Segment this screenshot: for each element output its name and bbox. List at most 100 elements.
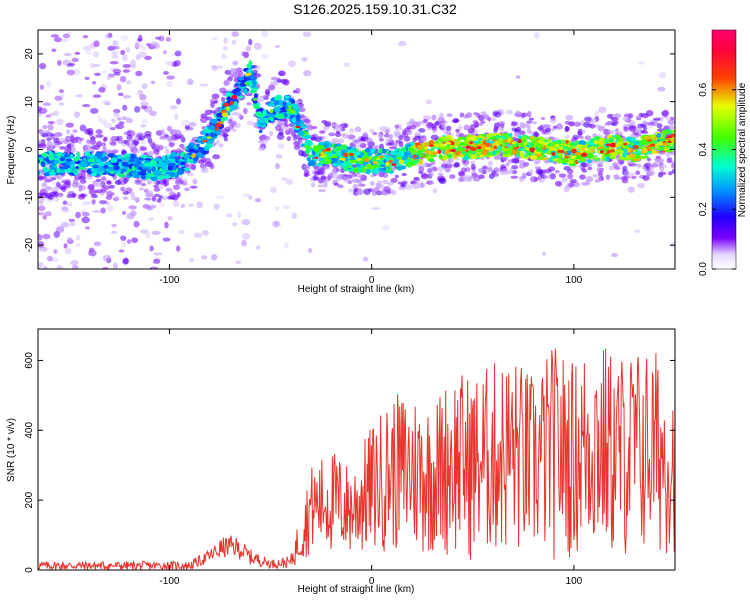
noise-blob bbox=[81, 211, 90, 217]
halo-blob bbox=[668, 171, 673, 176]
ridge-blob bbox=[252, 79, 257, 86]
halo-blob bbox=[614, 128, 620, 133]
noise-blob bbox=[140, 104, 148, 110]
ridge-blob bbox=[196, 137, 204, 141]
noise-blob bbox=[594, 110, 600, 118]
ridge-blob bbox=[639, 155, 647, 160]
ridge-blob bbox=[278, 99, 282, 106]
ridge-blob bbox=[535, 153, 543, 157]
halo-blob bbox=[550, 127, 556, 132]
ridge-blob bbox=[609, 152, 618, 156]
ridge-blob bbox=[508, 132, 513, 138]
halo-blob bbox=[384, 133, 390, 138]
halo-blob bbox=[268, 84, 276, 91]
snr-series-line bbox=[38, 348, 675, 570]
noise-blob bbox=[73, 111, 80, 118]
halo-blob bbox=[517, 160, 525, 164]
halo-blob bbox=[337, 184, 344, 189]
ridge-blob bbox=[42, 167, 49, 173]
noise-blob bbox=[131, 237, 139, 244]
bottom-y-tick-label: 0 bbox=[24, 567, 35, 573]
halo-blob bbox=[631, 175, 637, 180]
spectrogram-plot bbox=[38, 30, 675, 269]
halo-blob bbox=[531, 121, 538, 125]
ridge-blob bbox=[150, 177, 157, 181]
noise-blob bbox=[261, 30, 269, 38]
colorbar-tick-label: 0.0 bbox=[698, 262, 709, 276]
hot-spot bbox=[564, 151, 568, 155]
halo-blob bbox=[402, 180, 408, 185]
halo-blob bbox=[615, 176, 623, 180]
halo-blob bbox=[389, 146, 398, 150]
halo-blob bbox=[379, 143, 385, 150]
halo-blob bbox=[394, 124, 400, 129]
ridge-blob bbox=[464, 155, 468, 161]
ridge-blob bbox=[103, 164, 109, 169]
noise-blob bbox=[169, 105, 178, 110]
halo-blob bbox=[347, 134, 356, 140]
noise-blob bbox=[75, 94, 83, 98]
ridge-blob bbox=[168, 172, 176, 177]
noise-blob bbox=[57, 266, 64, 269]
halo-blob bbox=[161, 195, 168, 201]
noise-blob bbox=[150, 80, 156, 85]
ridge-blob bbox=[84, 151, 91, 157]
ridge-blob bbox=[536, 144, 544, 149]
bottom-x-tick-label: 0 bbox=[369, 576, 375, 587]
ridge-blob bbox=[406, 161, 413, 167]
ridge-blob bbox=[270, 116, 274, 122]
halo-blob bbox=[84, 128, 91, 135]
hot-spot bbox=[497, 138, 504, 144]
noise-blob bbox=[75, 242, 81, 247]
noise-blob bbox=[112, 40, 118, 47]
halo-blob bbox=[173, 129, 181, 134]
ridge-blob bbox=[198, 154, 205, 158]
halo-blob bbox=[323, 181, 328, 188]
ridge-blob bbox=[276, 113, 285, 120]
ridge-blob bbox=[441, 154, 449, 161]
halo-blob bbox=[568, 182, 575, 188]
hot-spot bbox=[605, 143, 612, 147]
ridge-blob bbox=[78, 166, 87, 170]
halo-blob bbox=[426, 180, 434, 185]
halo-blob bbox=[667, 124, 675, 131]
noise-blob bbox=[38, 107, 48, 115]
halo-blob bbox=[318, 168, 324, 175]
halo-blob bbox=[398, 134, 404, 141]
noise-blob bbox=[134, 105, 141, 113]
ridge-blob bbox=[65, 158, 73, 162]
halo-blob bbox=[401, 132, 409, 138]
noise-blob bbox=[222, 45, 228, 51]
ridge-blob bbox=[56, 153, 62, 158]
ridge-blob bbox=[88, 154, 94, 158]
noise-blob bbox=[273, 221, 279, 226]
hot-spot bbox=[444, 149, 448, 155]
ridge-blob bbox=[346, 165, 352, 169]
noise-blob bbox=[91, 80, 97, 85]
halo-blob bbox=[186, 172, 195, 177]
hot-spot bbox=[477, 143, 485, 147]
noise-blob bbox=[82, 45, 92, 51]
halo-blob bbox=[225, 126, 233, 130]
halo-blob bbox=[295, 99, 302, 105]
halo-blob bbox=[561, 177, 568, 183]
halo-blob bbox=[184, 125, 190, 130]
halo-blob bbox=[337, 174, 346, 180]
noise-blob bbox=[111, 223, 117, 228]
ridge-blob bbox=[365, 163, 374, 170]
ridge-blob bbox=[207, 125, 216, 130]
hot-spot bbox=[465, 145, 471, 150]
halo-blob bbox=[330, 170, 338, 174]
hot-spot bbox=[229, 101, 235, 105]
hot-spot bbox=[368, 157, 372, 161]
ridge-blob bbox=[650, 150, 657, 154]
noise-blob bbox=[130, 210, 137, 217]
noise-blob bbox=[178, 229, 185, 235]
ridge-blob bbox=[125, 156, 130, 162]
halo-blob bbox=[573, 121, 582, 127]
ridge-blob bbox=[165, 160, 172, 164]
noise-blob bbox=[42, 214, 47, 220]
noise-blob bbox=[117, 117, 122, 121]
halo-blob bbox=[270, 76, 279, 81]
ridge-blob bbox=[409, 154, 414, 159]
